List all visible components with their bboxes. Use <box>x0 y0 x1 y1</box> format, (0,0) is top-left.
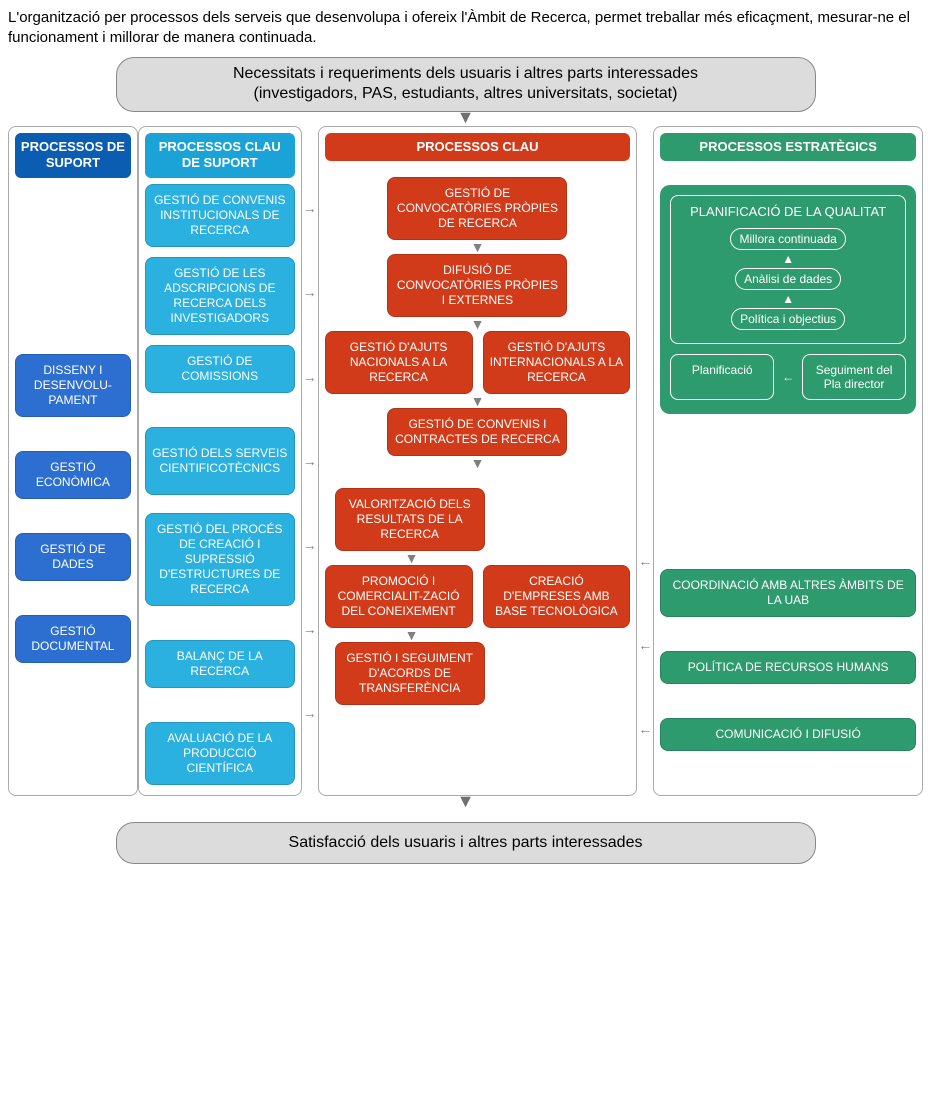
quality-pill-0: Millora continuada <box>730 228 845 250</box>
suport-box-0: DISSENY I DESENVOLU-PAMENT <box>15 354 131 417</box>
suport-box-1: GESTIÓ ECONÒMICA <box>15 451 131 499</box>
arrows-clausup-to-clau: → → → → → → → <box>302 126 318 796</box>
clau-box-1: GESTIÓ DE CONVOCATÒRIES PRÒPIES DE RECER… <box>387 177 567 240</box>
clau-box-6b: CREACIÓ D'EMPRESES AMB BASE TECNOLÒGICA <box>483 565 631 628</box>
quality-sub-right: Seguiment del Pla director <box>802 354 906 400</box>
bottom-banner: Satisfacció dels usuaris i altres parts … <box>116 822 816 865</box>
header-clau-suport: PROCESSOS CLAU DE SUPORT <box>145 133 295 178</box>
quality-sub-left: Planificació <box>670 354 774 400</box>
clausup-box-4: GESTIÓ DEL PROCÉS DE CREACIÓ I SUPRESSIÓ… <box>145 513 295 606</box>
column-clau-suport: PROCESSOS CLAU DE SUPORT GESTIÓ DE CONVE… <box>138 126 302 796</box>
suport-box-3: GESTIÓ DOCUMENTAL <box>15 615 131 663</box>
estrat-box-1: POLÍTICA DE RECURSOS HUMANS <box>660 651 916 684</box>
clausup-box-3: GESTIÓ DELS SERVEIS CIENTIFICOTÈCNICS <box>145 427 295 495</box>
column-estrat: PROCESSOS ESTRATÈGICS PLANIFICACIÓ DE LA… <box>653 126 923 796</box>
top-banner-line1: Necessitats i requeriments dels usuaris … <box>127 64 805 85</box>
clau-box-6a: PROMOCIÓ I COMERCIALIT-ZACIÓ DEL CONEIXE… <box>325 565 473 628</box>
top-banner: Necessitats i requeriments dels usuaris … <box>116 57 816 113</box>
intro-text: L'organització per processos dels servei… <box>8 8 923 49</box>
top-banner-line2: (investigadors, PAS, estudiants, altres … <box>127 84 805 105</box>
header-estrat: PROCESSOS ESTRATÈGICS <box>660 133 916 161</box>
estrat-box-2: COMUNICACIÓ I DIFUSIÓ <box>660 718 916 751</box>
clau-box-4: GESTIÓ DE CONVENIS I CONTRACTES DE RECER… <box>387 408 567 456</box>
quality-inner: PLANIFICACIÓ DE LA QUALITAT Millora cont… <box>670 195 906 344</box>
header-suport: PROCESSOS DE SUPORT <box>15 133 131 178</box>
clau-box-5: VALORITZACIÓ DELS RESULTATS DE LA RECERC… <box>335 488 485 551</box>
clausup-box-1: GESTIÓ DE LES ADSCRIPCIONS DE RECERCA DE… <box>145 257 295 335</box>
arrow-down-icon: ▼ <box>325 317 631 331</box>
clausup-box-0: GESTIÓ DE CONVENIS INSTITUCIONALS DE REC… <box>145 184 295 247</box>
arrow-left-icon: ← <box>782 370 794 384</box>
quality-pill-2: Política i objectius <box>731 308 845 330</box>
column-clau: PROCESSOS CLAU GESTIÓ DE CONVOCATÒRIES P… <box>318 126 638 796</box>
arrow-up-icon: ▲ <box>679 253 897 265</box>
clau-box-2: DIFUSIÓ DE CONVOCATÒRIES PRÒPIES I EXTER… <box>387 254 567 317</box>
arrows-estrat-to-clau: ← ← ← <box>637 126 653 796</box>
quality-pill-1: Anàlisi de dades <box>735 268 841 290</box>
suport-box-2: GESTIÓ DE DADES <box>15 533 131 581</box>
clausup-box-2: GESTIÓ DE COMISSIONS <box>145 345 295 393</box>
quality-panel: PLANIFICACIÓ DE LA QUALITAT Millora cont… <box>660 185 916 414</box>
arrow-up-icon: ▲ <box>679 293 897 305</box>
clau-box-3a: GESTIÓ D'AJUTS NACIONALS A LA RECERCA <box>325 331 473 394</box>
clausup-box-6: AVALUACIÓ DE LA PRODUCCIÓ CIENTÍFICA <box>145 722 295 785</box>
estrat-box-0: COORDINACIÓ AMB ALTRES ÀMBITS DE LA UAB <box>660 569 916 617</box>
clau-box-7: GESTIÓ I SEGUIMENT D'ACORDS DE TRANSFERÈ… <box>335 642 485 705</box>
arrow-bottom-down: ▼ <box>8 796 923 810</box>
arrow-down-icon: ▼ <box>325 456 631 470</box>
clau-box-3b: GESTIÓ D'AJUTS INTERNACIONALS A LA RECER… <box>483 331 631 394</box>
header-clau: PROCESSOS CLAU <box>325 133 631 161</box>
clausup-box-5: BALANÇ DE LA RECERCA <box>145 640 295 688</box>
arrow-top-down: ▼ <box>8 112 923 126</box>
column-suport: PROCESSOS DE SUPORT DISSENY I DESENVOLU-… <box>8 126 138 796</box>
arrow-down-icon: ▼ <box>325 240 631 254</box>
quality-title: PLANIFICACIÓ DE LA QUALITAT <box>679 204 897 219</box>
arrow-down-icon: ▼ <box>325 394 631 408</box>
arrow-down-icon: ▼ <box>325 628 631 642</box>
arrow-down-icon: ▼ <box>325 551 631 565</box>
